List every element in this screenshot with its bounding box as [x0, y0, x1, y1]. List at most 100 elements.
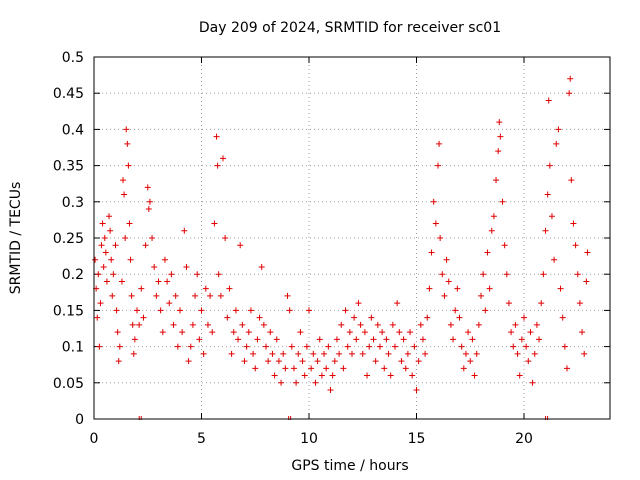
data-point	[512, 321, 519, 328]
data-point	[284, 292, 291, 299]
data-point	[439, 271, 446, 278]
data-point	[400, 336, 407, 343]
data-point	[323, 365, 330, 372]
data-point	[192, 292, 199, 299]
data-point	[553, 140, 560, 147]
x-tick-label: 15	[408, 431, 426, 447]
data-point	[510, 343, 517, 350]
data-point	[118, 278, 125, 285]
data-point	[505, 300, 512, 307]
data-point	[124, 140, 131, 147]
data-point	[226, 285, 233, 292]
data-point	[465, 329, 472, 336]
data-point	[338, 321, 345, 328]
data-point	[417, 321, 424, 328]
data-point	[106, 213, 113, 220]
data-point	[166, 300, 173, 307]
data-point	[198, 307, 205, 314]
data-point	[456, 314, 463, 321]
data-point	[385, 350, 392, 357]
data-point	[146, 198, 153, 205]
data-point	[383, 336, 390, 343]
data-point	[436, 140, 443, 147]
data-point	[521, 314, 527, 321]
data-point	[415, 358, 422, 365]
data-point	[170, 321, 177, 328]
data-point	[488, 227, 495, 234]
data-point	[295, 350, 302, 357]
y-tick-label: 0.25	[53, 231, 84, 247]
data-point	[452, 307, 459, 314]
data-point	[523, 343, 530, 350]
data-point	[357, 321, 364, 328]
data-point	[486, 285, 493, 292]
data-point	[568, 177, 575, 184]
data-point	[409, 372, 416, 379]
data-point	[450, 336, 457, 343]
data-point	[404, 350, 411, 357]
data-point	[538, 300, 545, 307]
data-point	[204, 321, 211, 328]
data-point	[570, 220, 577, 227]
data-point	[445, 278, 452, 285]
data-point	[187, 343, 194, 350]
data-point	[546, 162, 553, 169]
data-point	[179, 329, 186, 336]
data-point	[273, 336, 280, 343]
data-point	[149, 235, 156, 241]
data-point	[286, 307, 293, 314]
data-point	[381, 365, 388, 372]
data-point	[499, 198, 506, 205]
data-point	[430, 198, 437, 205]
data-point	[237, 242, 244, 249]
data-point	[99, 220, 106, 227]
data-point	[269, 350, 276, 357]
data-point	[419, 336, 426, 343]
data-point	[278, 379, 285, 386]
data-point	[346, 329, 353, 336]
data-point	[572, 242, 579, 249]
data-point	[110, 271, 117, 278]
data-point	[96, 343, 103, 350]
y-tick-label: 0.2	[62, 267, 84, 283]
data-point	[123, 126, 130, 133]
data-point	[306, 307, 312, 314]
data-point	[275, 358, 282, 365]
y-tick-label: 0.3	[62, 195, 84, 211]
data-point	[460, 365, 467, 372]
data-point	[224, 314, 231, 321]
data-point	[567, 75, 574, 82]
data-point	[116, 343, 123, 350]
data-point	[130, 350, 137, 357]
x-axis-label: GPS time / hours	[291, 458, 408, 474]
data-point	[290, 365, 297, 372]
data-point	[301, 372, 308, 379]
data-point	[566, 90, 573, 97]
data-point	[340, 365, 347, 372]
data-point	[230, 329, 237, 336]
data-point	[514, 350, 521, 357]
data-point	[321, 350, 328, 357]
data-point	[122, 235, 129, 241]
data-point	[161, 256, 168, 263]
data-point	[258, 263, 265, 270]
data-point	[359, 350, 366, 357]
data-point	[97, 300, 104, 307]
data-point	[98, 242, 105, 249]
data-point	[103, 278, 110, 285]
data-point	[293, 379, 300, 386]
data-point	[126, 220, 133, 227]
data-point	[579, 329, 586, 336]
data-point	[480, 271, 487, 278]
data-point	[379, 329, 386, 336]
data-point	[428, 249, 435, 256]
data-point	[217, 292, 224, 299]
y-tick-label: 0.45	[53, 86, 84, 102]
data-point	[559, 314, 566, 321]
data-point	[113, 307, 120, 314]
data-point	[501, 242, 508, 249]
data-point	[131, 336, 138, 343]
data-point	[402, 365, 409, 372]
data-point	[177, 307, 183, 314]
data-point	[151, 263, 158, 270]
